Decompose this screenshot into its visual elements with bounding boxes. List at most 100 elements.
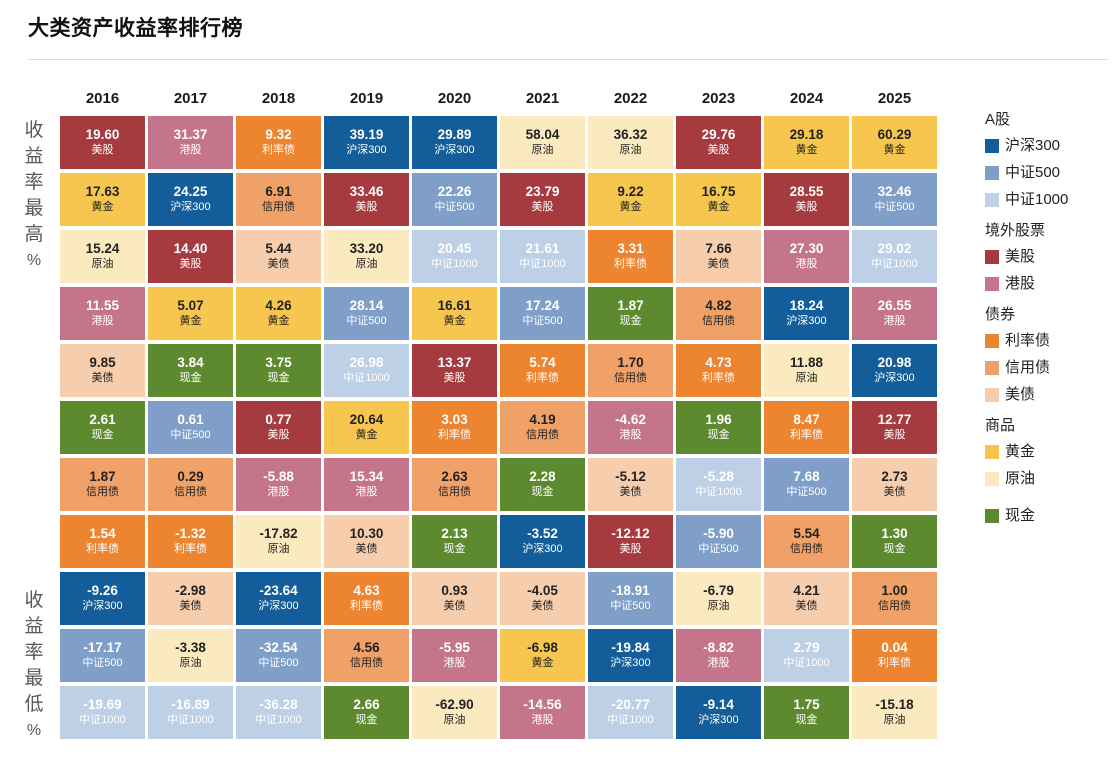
asset-label: 港股 <box>443 657 466 670</box>
year-header-2023: 2023 <box>701 90 736 107</box>
asset-return-value: 0.93 <box>441 583 468 599</box>
cell-2020-rank6-rate-bond: 3.03 利率债 <box>412 401 497 454</box>
cell-2024-rank4-hs300: 18.24 沪深300 <box>764 287 849 340</box>
asset-return-value: 4.73 <box>705 355 732 371</box>
year-header-2022: 2022 <box>613 90 648 107</box>
legend-item-label: 黄金 <box>1005 443 1036 460</box>
asset-return-value: 1.87 <box>89 469 116 485</box>
asset-label: 现金 <box>179 372 202 385</box>
cell-2017-rank2-hs300: 24.25 沪深300 <box>148 173 233 226</box>
cell-2018-rank10-zz500: -32.54 中证500 <box>236 629 321 682</box>
cell-2016-rank5-us-bond: 9.85 美债 <box>60 344 145 397</box>
cell-2019-rank7-hk-stock: 15.34 港股 <box>324 458 409 511</box>
asset-label: 黄金 <box>355 429 378 442</box>
cell-2021-rank7-cash: 2.28 现金 <box>500 458 585 511</box>
cell-2016-rank2-gold: 17.63 黄金 <box>60 173 145 226</box>
asset-return-value: 2.13 <box>441 526 468 542</box>
asset-label: 中证500 <box>258 657 299 670</box>
asset-return-value: -9.26 <box>87 583 118 599</box>
legend-item-label: 利率债 <box>1005 332 1051 349</box>
asset-label: 中证1000 <box>79 714 126 727</box>
axis-label-char: 高 <box>24 224 44 245</box>
asset-return-value: 16.61 <box>437 298 472 314</box>
asset-return-value: -14.56 <box>523 697 562 713</box>
asset-return-value: 29.02 <box>877 241 912 257</box>
asset-label: 中证500 <box>874 201 915 214</box>
asset-label: 沪深300 <box>786 315 827 328</box>
asset-label: 美债 <box>91 372 114 385</box>
asset-label: 黄金 <box>619 201 642 214</box>
asset-label: 现金 <box>531 486 554 499</box>
asset-return-value: -16.89 <box>171 697 210 713</box>
cell-2021-rank9-us-bond: -4.05 美债 <box>500 572 585 625</box>
cell-2020-rank8-cash: 2.13 现金 <box>412 515 497 568</box>
asset-label: 美股 <box>179 258 202 271</box>
asset-label: 利率债 <box>438 429 471 442</box>
cell-2020-rank10-hk-stock: -5.95 港股 <box>412 629 497 682</box>
cell-2018-rank2-credit-bond: 6.91 信用债 <box>236 173 321 226</box>
asset-label: 现金 <box>883 543 906 556</box>
asset-return-value: 17.63 <box>85 184 120 200</box>
asset-return-value: 7.68 <box>793 469 820 485</box>
asset-return-value: -4.05 <box>527 583 558 599</box>
asset-return-value: 16.75 <box>701 184 736 200</box>
year-header-row: 2016 2017 2018 2019 2020 2021 2022 2023 2024 2025 <box>60 90 937 107</box>
asset-label: 中证500 <box>346 315 387 328</box>
asset-label: 原油 <box>91 258 114 271</box>
cell-2025-rank5-hs300: 20.98 沪深300 <box>852 344 937 397</box>
asset-return-value: 6.91 <box>265 184 292 200</box>
cell-2021-rank5-rate-bond: 5.74 利率债 <box>500 344 585 397</box>
asset-label: 现金 <box>707 429 730 442</box>
asset-return-value: -15.18 <box>875 697 914 713</box>
asset-label: 黄金 <box>707 201 730 214</box>
cell-2022-rank7-us-bond: -5.12 美债 <box>588 458 673 511</box>
cell-2018-rank5-cash: 3.75 现金 <box>236 344 321 397</box>
legend-swatch-icon <box>985 444 999 459</box>
asset-label: 原油 <box>531 144 554 157</box>
asset-return-value: -62.90 <box>435 697 474 713</box>
asset-label: 美股 <box>619 543 642 556</box>
legend-item-zz1000: 中证1000 <box>985 190 1115 209</box>
axis-label-char: % <box>26 252 42 269</box>
asset-return-value: -5.28 <box>703 469 734 485</box>
cell-2018-rank11-zz1000: -36.28 中证1000 <box>236 686 321 739</box>
cell-2022-rank11-zz1000: -20.77 中证1000 <box>588 686 673 739</box>
cell-2024-rank5-oil: 11.88 原油 <box>764 344 849 397</box>
asset-label: 现金 <box>91 429 114 442</box>
cell-2022-rank3-rate-bond: 3.31 利率债 <box>588 230 673 283</box>
asset-label: 利率债 <box>526 372 559 385</box>
asset-label: 原油 <box>707 600 730 613</box>
legend-group-header: 商品 <box>985 417 1016 434</box>
cell-2017-rank5-cash: 3.84 现金 <box>148 344 233 397</box>
asset-label: 现金 <box>795 714 818 727</box>
legend-item-label: 原油 <box>1005 470 1036 487</box>
asset-label: 港股 <box>531 714 554 727</box>
asset-label: 现金 <box>619 315 642 328</box>
cell-2025-rank1-gold: 60.29 黄金 <box>852 116 937 169</box>
cell-2019-rank3-oil: 33.20 原油 <box>324 230 409 283</box>
axis-label-char: 率 <box>24 172 44 193</box>
cell-2018-rank3-us-bond: 5.44 美债 <box>236 230 321 283</box>
asset-label: 信用债 <box>526 429 559 442</box>
legend-item-credit-bond: 信用债 <box>985 358 1115 377</box>
asset-label: 原油 <box>795 372 818 385</box>
year-header-2020: 2020 <box>437 90 472 107</box>
asset-label: 港股 <box>91 315 114 328</box>
asset-return-value: 15.24 <box>85 241 120 257</box>
legend-item-us-stock: 美股 <box>985 247 1115 266</box>
cell-2025-rank11-oil: -15.18 原油 <box>852 686 937 739</box>
cell-2025-rank10-rate-bond: 0.04 利率债 <box>852 629 937 682</box>
cell-2022-rank9-zz500: -18.91 中证500 <box>588 572 673 625</box>
asset-return-value: 4.82 <box>705 298 732 314</box>
asset-label: 中证1000 <box>431 258 478 271</box>
cell-2020-rank1-hs300: 29.89 沪深300 <box>412 116 497 169</box>
asset-label: 美股 <box>91 144 114 157</box>
legend-item-label: 中证500 <box>1005 164 1061 181</box>
cell-2018-rank7-hk-stock: -5.88 港股 <box>236 458 321 511</box>
axis-label-char: 收 <box>24 590 44 611</box>
cell-2019-rank2-us-stock: 33.46 美股 <box>324 173 409 226</box>
cell-2020-rank5-us-stock: 13.37 美股 <box>412 344 497 397</box>
asset-label: 美债 <box>795 600 818 613</box>
cell-2018-rank4-gold: 4.26 黄金 <box>236 287 321 340</box>
asset-return-value: 5.44 <box>265 241 292 257</box>
